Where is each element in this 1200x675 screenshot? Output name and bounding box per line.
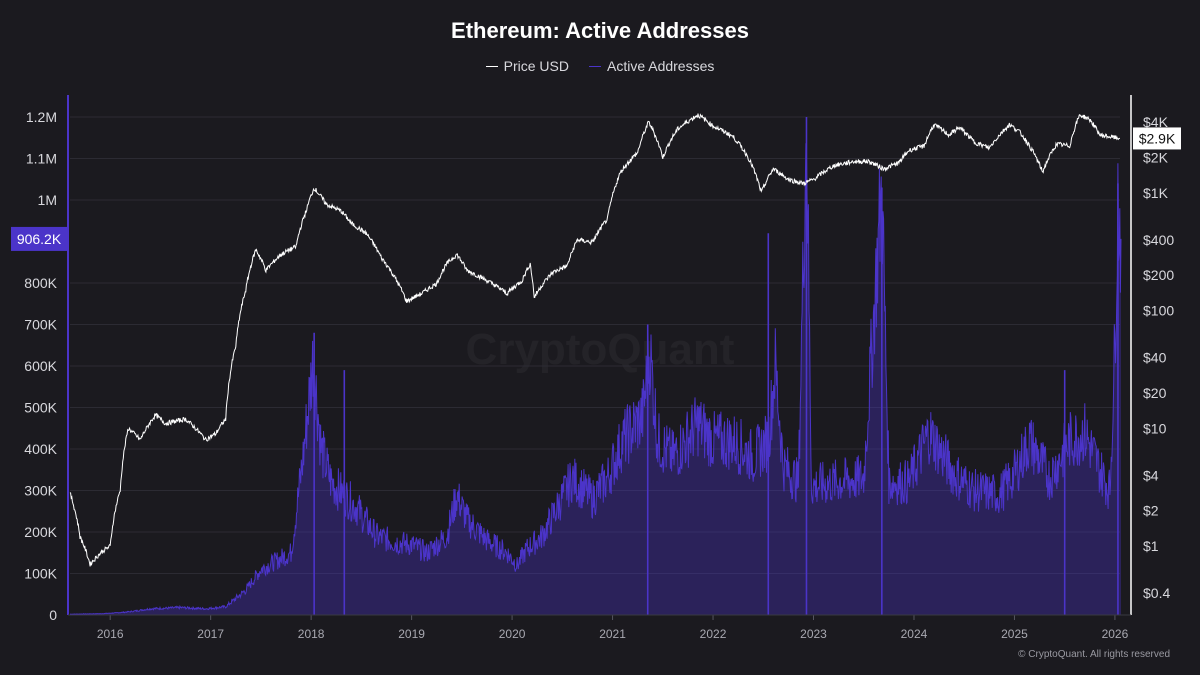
right-axis-tick-label: $1K — [1143, 185, 1169, 201]
legend-label-active-addresses: Active Addresses — [606, 58, 715, 74]
left-axis-tick-label: 1.1M — [26, 151, 57, 167]
left-axis-tick-label: 0 — [49, 607, 57, 623]
x-axis-tick-label: 2019 — [398, 627, 425, 641]
legend-item-active-addresses[interactable]: Active Addresses — [588, 58, 715, 74]
x-axis-tick-label: 2025 — [1001, 627, 1028, 641]
left-axis-tick-label: 600K — [24, 358, 57, 374]
right-axis-tick-label: $100 — [1143, 303, 1174, 319]
axis-layer: 0 100K 200K 300K 400K 500K 600K 700K 800K 1M 1.1M 1… — [11, 95, 1181, 641]
current-price-badge — [1133, 127, 1181, 150]
series-layer — [69, 113, 1122, 616]
right-axis-tick-label: $10 — [1143, 420, 1167, 436]
right-axis-tick-label: $4 — [1143, 467, 1159, 483]
left-axis-tick-label: 700K — [24, 317, 57, 333]
left-axis-tick-label: 200K — [24, 524, 57, 540]
x-axis-tick-label: 2021 — [599, 627, 626, 641]
left-axis-tick-label: 1.2M — [26, 109, 57, 125]
left-axis-tick-label: 1M — [38, 192, 57, 208]
x-axis-tick-label: 2024 — [901, 627, 928, 641]
x-axis-tick-label: 2022 — [700, 627, 727, 641]
x-axis-tick-label: 2016 — [97, 627, 124, 641]
active-addresses-area — [70, 143, 1121, 616]
current-active-addresses-label: 906.2K — [17, 231, 62, 247]
legend-swatch-active-addresses — [588, 65, 601, 67]
right-axis-tick-label: $4K — [1143, 114, 1169, 130]
current-active-addresses-badge — [11, 226, 67, 251]
right-axis-tick-label: $1 — [1143, 538, 1159, 554]
right-axis-tick-label: $400 — [1143, 232, 1174, 248]
x-axis-tick-label: 2023 — [800, 627, 827, 641]
right-axis-tick-label: $40 — [1143, 350, 1167, 366]
active-addresses-line — [69, 143, 1122, 615]
left-axis-tick-label: 300K — [24, 483, 57, 499]
legend-item-price[interactable]: Price USD — [485, 58, 569, 74]
current-price-label: $2.9K — [1139, 130, 1176, 146]
copyright-notice: © CryptoQuant. All rights reserved — [1018, 649, 1170, 660]
left-axis-tick-label: 100K — [24, 566, 57, 582]
legend-swatch-price — [485, 65, 498, 67]
x-axis-tick-label: 2020 — [499, 627, 526, 641]
right-axis-tick-label: $20 — [1143, 385, 1167, 401]
chart-title: Ethereum: Active Addresses — [451, 18, 749, 43]
x-axis-tick-label: 2026 — [1102, 627, 1129, 641]
chart-legend: Price USD Active Addresses — [0, 58, 1200, 74]
left-axis-tick-label: 800K — [24, 275, 57, 291]
right-axis-tick-label: $200 — [1143, 267, 1174, 283]
price-line — [69, 113, 1120, 567]
left-axis-tick-label: 500K — [24, 400, 57, 416]
right-axis-tick-label: $2 — [1143, 503, 1159, 519]
x-axis-tick-label: 2017 — [197, 627, 224, 641]
right-axis-tick-label: $0.4 — [1143, 585, 1170, 601]
x-axis-tick-label: 2018 — [298, 627, 325, 641]
left-axis-tick-label: 400K — [24, 441, 57, 457]
legend-label-price: Price USD — [503, 58, 569, 74]
right-axis-tick-label: $2K — [1143, 149, 1169, 165]
